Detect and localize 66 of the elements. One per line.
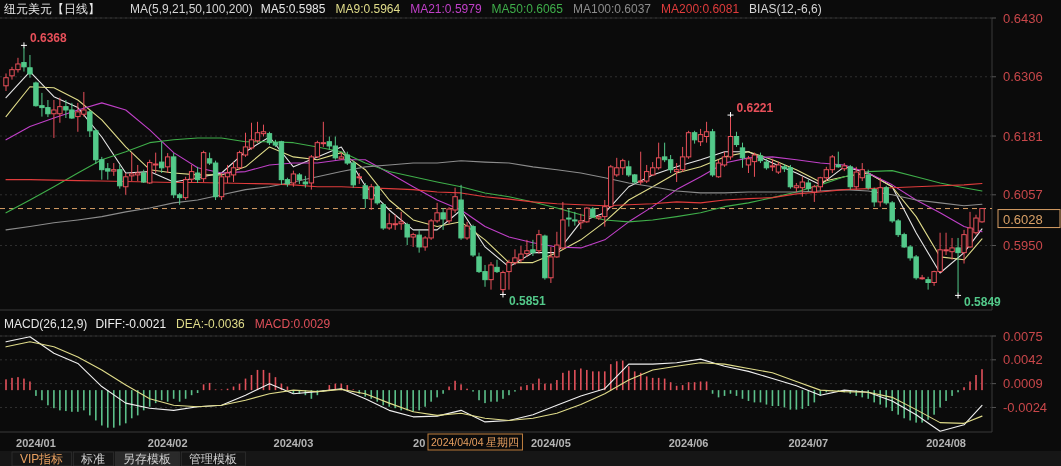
candlestick bbox=[404, 222, 410, 246]
y-tick-label: 0.6181 bbox=[1003, 128, 1043, 144]
chart-title: 纽元美元【日线】 bbox=[4, 2, 100, 16]
x-tick-label: 2024/01 bbox=[16, 437, 56, 449]
line-series bbox=[5, 160, 983, 231]
candlestick bbox=[368, 183, 374, 211]
candlestick bbox=[494, 259, 500, 274]
candlestick bbox=[847, 164, 853, 191]
candlestick bbox=[362, 182, 368, 209]
annotation: 0.6221 bbox=[736, 101, 774, 116]
text: DEA:-0.0036 bbox=[176, 317, 246, 331]
x-tick-label: 2024/05 bbox=[531, 437, 571, 449]
x-tick-label: 2024/06 bbox=[668, 437, 709, 449]
candlestick bbox=[164, 152, 171, 174]
candlestick bbox=[530, 239, 536, 257]
text: 2024/04/04 星期四 bbox=[431, 436, 520, 448]
text: MA100:0.6037 bbox=[572, 2, 652, 16]
annotation: 0.5849 bbox=[964, 295, 1002, 310]
candlestick bbox=[3, 72, 9, 92]
y-tick-label: 0.6057 bbox=[1003, 187, 1043, 203]
text: DIFF:-0.0021 bbox=[95, 317, 167, 331]
candlestick bbox=[925, 276, 931, 291]
y-tick-label: 0.6430 bbox=[1003, 10, 1043, 26]
text: 标准 bbox=[80, 452, 106, 466]
candlestick bbox=[877, 177, 883, 208]
candlestick bbox=[464, 221, 470, 241]
x-tick-label: 2024/02 bbox=[147, 437, 188, 449]
candlestick bbox=[117, 164, 123, 190]
candlestick bbox=[380, 202, 386, 231]
text: 另存模板 bbox=[123, 452, 172, 466]
y-tick-label: 0.0075 bbox=[1003, 328, 1043, 344]
line-series bbox=[5, 137, 983, 223]
annotation: 0.6368 bbox=[29, 31, 67, 46]
text: MA50:0.6065 bbox=[491, 2, 564, 16]
y-tick-label: -0.0024 bbox=[1003, 399, 1048, 415]
chart-title: MACD(26,12,9) bbox=[4, 317, 88, 331]
x-tick-label: 2024/08 bbox=[926, 437, 966, 449]
text: VIP指标 bbox=[20, 452, 64, 466]
candlestick bbox=[739, 142, 746, 169]
x-tick-label: 2024/07 bbox=[788, 437, 829, 449]
candlestick bbox=[27, 54, 33, 79]
y-tick-label: 0.5950 bbox=[1003, 238, 1043, 254]
x-tick-label: 2024/03 bbox=[273, 437, 314, 449]
candlestick bbox=[865, 169, 871, 191]
y-tick-label: 0.0042 bbox=[1003, 352, 1043, 368]
text: MA21:0.5979 bbox=[410, 2, 482, 16]
candlestick bbox=[374, 184, 380, 206]
text: MA5:0.5985 bbox=[260, 2, 326, 16]
y-tick-label: 0.0009 bbox=[1003, 376, 1043, 392]
text: MA200:0.6081 bbox=[661, 2, 740, 16]
ref-line-label: 0.6028 bbox=[1003, 211, 1043, 227]
candlestick bbox=[488, 261, 494, 291]
text: BIAS(12,-6,6) bbox=[749, 2, 822, 16]
annotation: 0.5851 bbox=[508, 294, 547, 309]
candlestick bbox=[919, 274, 925, 281]
candlestick bbox=[536, 229, 542, 255]
x-tick-label: 20 bbox=[413, 437, 426, 449]
text: MA(5,9,21,50,100,200) bbox=[130, 2, 253, 16]
candlestick bbox=[416, 229, 422, 254]
candlestick bbox=[440, 207, 446, 231]
candlestick bbox=[871, 187, 877, 208]
text: MA9:0.5964 bbox=[335, 2, 401, 16]
text: MACD:0.0029 bbox=[254, 317, 331, 331]
text: 管理模板 bbox=[189, 452, 238, 466]
y-tick-label: 0.6306 bbox=[1003, 69, 1043, 85]
candlestick bbox=[158, 141, 165, 174]
